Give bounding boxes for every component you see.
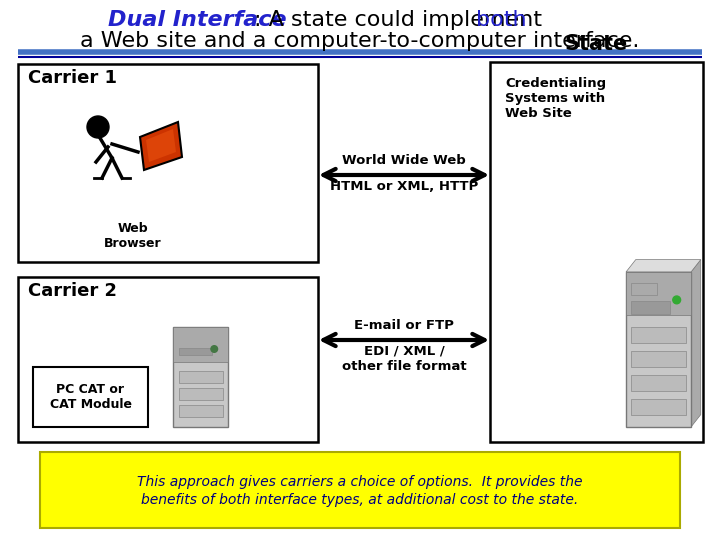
Polygon shape bbox=[626, 260, 701, 272]
Circle shape bbox=[87, 116, 109, 138]
Bar bbox=[631, 327, 686, 342]
Text: benefits of both interface types, at additional cost to the state.: benefits of both interface types, at add… bbox=[141, 493, 579, 507]
Bar bbox=[179, 405, 222, 417]
Bar bbox=[631, 375, 686, 390]
Text: a Web site and a computer-to-computer interface.: a Web site and a computer-to-computer in… bbox=[81, 31, 639, 51]
Bar bbox=[631, 351, 686, 367]
Text: This approach gives carriers a choice of options.  It provides the: This approach gives carriers a choice of… bbox=[138, 475, 582, 489]
Text: : A state could implement: : A state could implement bbox=[254, 10, 549, 30]
Bar bbox=[173, 327, 228, 362]
Bar bbox=[631, 301, 670, 314]
Polygon shape bbox=[146, 129, 176, 162]
Polygon shape bbox=[691, 260, 701, 427]
Text: World Wide Web: World Wide Web bbox=[342, 154, 466, 167]
Bar bbox=[18, 277, 318, 442]
Text: State: State bbox=[565, 34, 628, 54]
Text: both: both bbox=[476, 10, 526, 30]
Bar bbox=[179, 371, 222, 383]
Bar bbox=[179, 348, 212, 355]
Text: Web
Browser: Web Browser bbox=[104, 222, 162, 250]
Text: Carrier 1: Carrier 1 bbox=[28, 69, 117, 87]
Bar bbox=[179, 388, 222, 400]
Bar bbox=[40, 452, 680, 528]
Bar bbox=[626, 272, 691, 427]
Text: HTML or XML, HTTP: HTML or XML, HTTP bbox=[330, 180, 478, 193]
Bar bbox=[490, 62, 703, 442]
Text: EDI / XML /
other file format: EDI / XML / other file format bbox=[342, 345, 467, 373]
Bar bbox=[626, 272, 691, 315]
Bar bbox=[173, 327, 228, 427]
Bar bbox=[33, 367, 148, 427]
Text: Dual Interface: Dual Interface bbox=[108, 10, 287, 30]
Text: PC CAT or
CAT Module: PC CAT or CAT Module bbox=[50, 383, 132, 411]
Text: Carrier 2: Carrier 2 bbox=[28, 282, 117, 300]
Bar bbox=[18, 64, 318, 262]
Bar bbox=[631, 399, 686, 415]
Text: Credentialing
Systems with
Web Site: Credentialing Systems with Web Site bbox=[505, 77, 606, 120]
Circle shape bbox=[672, 296, 680, 304]
Bar bbox=[631, 283, 657, 295]
Circle shape bbox=[211, 346, 217, 352]
Polygon shape bbox=[140, 122, 182, 170]
Text: E-mail or FTP: E-mail or FTP bbox=[354, 319, 454, 332]
